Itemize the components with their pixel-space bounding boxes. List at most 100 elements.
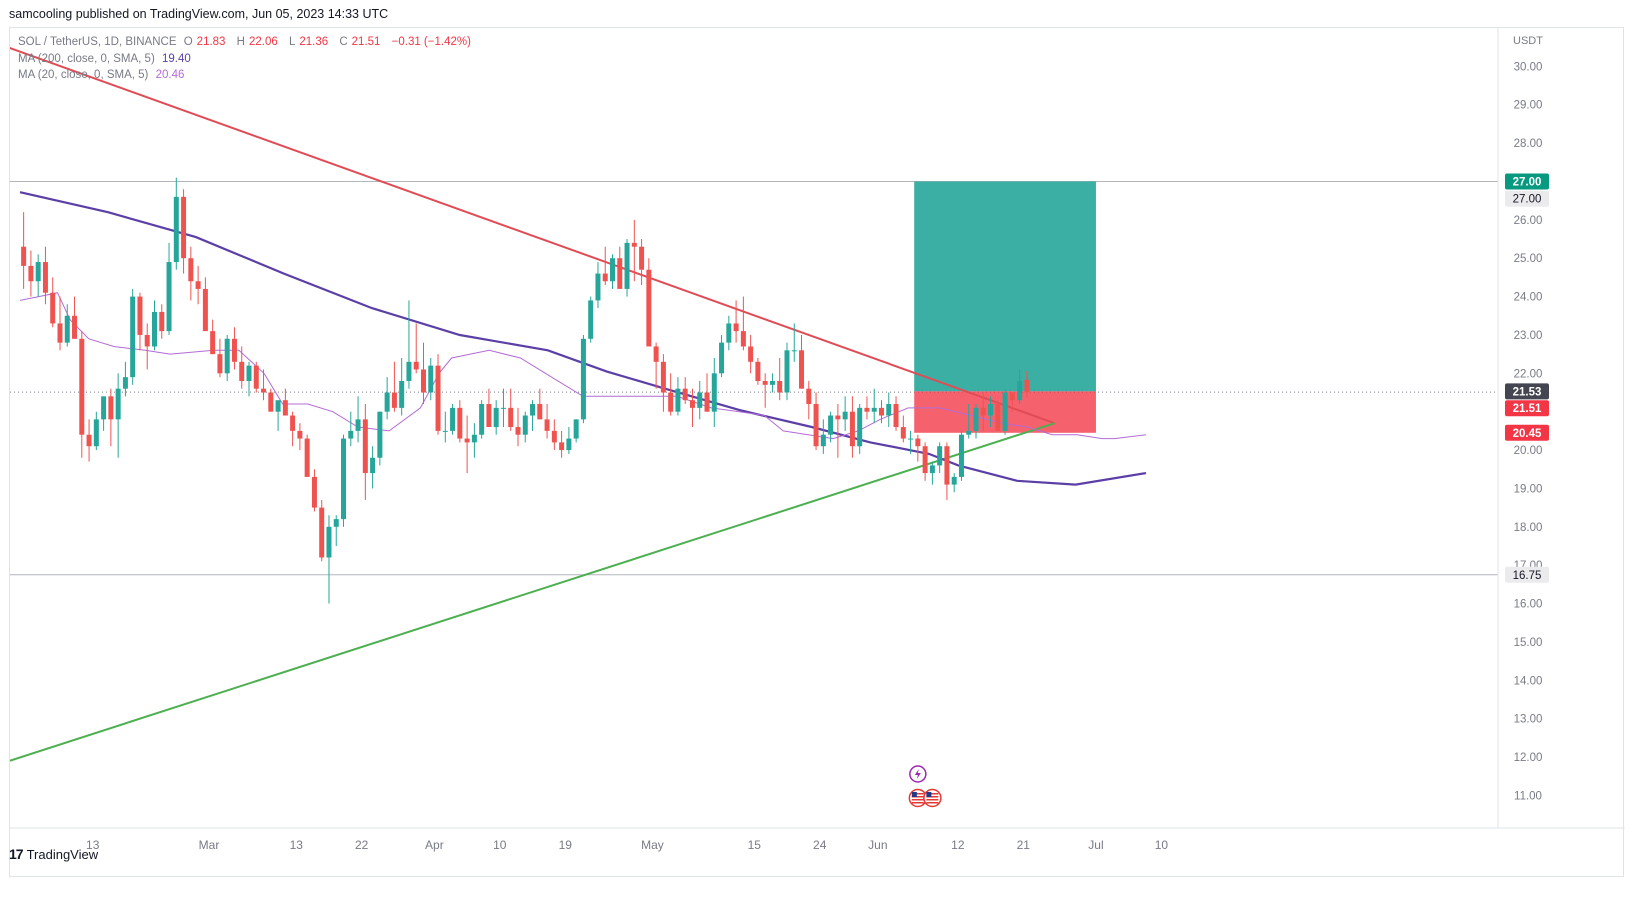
candle-body bbox=[1017, 380, 1023, 401]
candle-body bbox=[101, 396, 107, 420]
candle-body bbox=[893, 404, 899, 428]
x-tick-label: 10 bbox=[1155, 838, 1169, 852]
candle-body bbox=[849, 411, 855, 447]
candle-body bbox=[21, 246, 27, 266]
candle-body bbox=[530, 404, 536, 416]
legend-low: L 21.36 bbox=[288, 36, 329, 48]
tradingview-logo-icon: 17 bbox=[9, 846, 24, 862]
y-tick-label: 26.00 bbox=[1514, 215, 1543, 227]
flag-canton bbox=[926, 792, 932, 797]
candle-body bbox=[639, 246, 645, 270]
candle-body bbox=[551, 430, 557, 443]
price-chart[interactable]: USDT11.0012.0013.0014.0015.0016.0017.001… bbox=[10, 28, 1625, 878]
tradingview-brand[interactable]: 17 TradingView bbox=[9, 846, 98, 862]
candle-body bbox=[522, 415, 528, 435]
y-tick-label: 28.00 bbox=[1514, 138, 1543, 150]
candle-body bbox=[988, 404, 994, 416]
price-label-last: 21.51 bbox=[1505, 400, 1549, 417]
price-label-box bbox=[1505, 383, 1549, 400]
x-tick-label: 22 bbox=[355, 838, 369, 852]
x-tick-label: 13 bbox=[290, 838, 304, 852]
candle-body bbox=[304, 438, 310, 477]
candle-body bbox=[93, 419, 99, 447]
flag-stripe bbox=[911, 796, 924, 798]
candle-body bbox=[820, 434, 826, 447]
candle-body bbox=[617, 258, 623, 289]
candle-body bbox=[72, 315, 78, 339]
flag-stripe bbox=[926, 802, 939, 804]
candle-body bbox=[610, 258, 616, 282]
candle-body bbox=[181, 196, 187, 259]
candle-body bbox=[79, 338, 85, 435]
candle-body bbox=[908, 438, 914, 440]
ma20-line bbox=[19, 292, 1147, 440]
candle-body bbox=[799, 350, 805, 389]
candle-body bbox=[166, 262, 172, 332]
tradingview-brand-text: TradingView bbox=[26, 846, 99, 862]
candle-body bbox=[697, 392, 703, 408]
candle-body bbox=[602, 273, 608, 282]
candle-body bbox=[471, 434, 477, 443]
x-tick-label: Apr bbox=[425, 838, 444, 852]
candle-body bbox=[457, 407, 463, 439]
y-tick-label: 15.00 bbox=[1514, 637, 1543, 649]
price-label-level: 16.75 bbox=[1505, 566, 1549, 583]
candle-body bbox=[580, 338, 586, 420]
candle-body bbox=[733, 323, 739, 332]
candle-body bbox=[253, 365, 259, 389]
candle-body bbox=[195, 281, 201, 289]
candle-body bbox=[486, 404, 492, 428]
x-tick-label: Jul bbox=[1088, 838, 1103, 852]
legend-symbol[interactable]: SOL / TetherUS, 1D, BINANCE bbox=[18, 36, 177, 48]
candle-body bbox=[333, 519, 339, 527]
candle-body bbox=[828, 415, 834, 435]
candle-body bbox=[980, 407, 986, 416]
candle-body bbox=[28, 265, 34, 282]
candle-body bbox=[348, 430, 354, 439]
candle-body bbox=[370, 457, 376, 474]
candle-body bbox=[653, 346, 659, 362]
candle-body bbox=[588, 300, 594, 339]
candle-body bbox=[958, 434, 964, 477]
y-tick-label: 14.00 bbox=[1514, 675, 1543, 687]
price-label-text: 16.75 bbox=[1513, 570, 1542, 582]
candle-body bbox=[311, 476, 317, 508]
flag-stripe bbox=[926, 799, 939, 801]
candle-body bbox=[835, 415, 841, 420]
y-tick-label: 16.00 bbox=[1514, 599, 1543, 611]
candle-body bbox=[726, 323, 732, 343]
candle-body bbox=[559, 442, 565, 451]
candle-body bbox=[675, 388, 681, 412]
chart-frame[interactable]: USDT 11.00 12.00 13.00 14.00 15.00 16.00 17.00 1… bbox=[9, 27, 1625, 878]
legend-ma200-row[interactable]: MA (200, close, 0, SMA, 5) 19.40 bbox=[18, 51, 475, 68]
candle-body bbox=[42, 262, 48, 293]
target-zone bbox=[914, 181, 1096, 392]
candle-body bbox=[450, 407, 456, 431]
candle-body bbox=[595, 273, 601, 301]
candle-body bbox=[1002, 392, 1008, 431]
candle-body bbox=[442, 430, 448, 432]
candle-body bbox=[813, 404, 819, 447]
x-tick-label: 10 bbox=[493, 838, 507, 852]
candle-body bbox=[173, 196, 179, 263]
candle-body bbox=[137, 296, 143, 335]
us-flag-event-icon bbox=[908, 788, 928, 808]
price-label-text: 27.00 bbox=[1513, 176, 1542, 188]
candle-body bbox=[246, 365, 252, 381]
candle-body bbox=[224, 338, 230, 374]
price-label-entry: 21.53 bbox=[1505, 383, 1549, 400]
y-tick-label: 11.00 bbox=[1514, 790, 1542, 802]
candles bbox=[21, 177, 1030, 604]
flag-canton bbox=[911, 792, 917, 797]
candle-body bbox=[493, 407, 499, 428]
candle-body bbox=[769, 380, 775, 385]
y-tick-label: 25.00 bbox=[1514, 253, 1543, 265]
candle-body bbox=[202, 288, 208, 332]
candle-body bbox=[937, 446, 943, 466]
candle-body bbox=[239, 361, 245, 381]
legend-high: H 22.06 bbox=[236, 36, 278, 48]
candle-body bbox=[806, 388, 812, 405]
candle-body bbox=[108, 396, 114, 420]
legend-ma20-row[interactable]: MA (20, close, 0, SMA, 5) 20.46 bbox=[18, 67, 475, 84]
candle-body bbox=[966, 430, 972, 435]
